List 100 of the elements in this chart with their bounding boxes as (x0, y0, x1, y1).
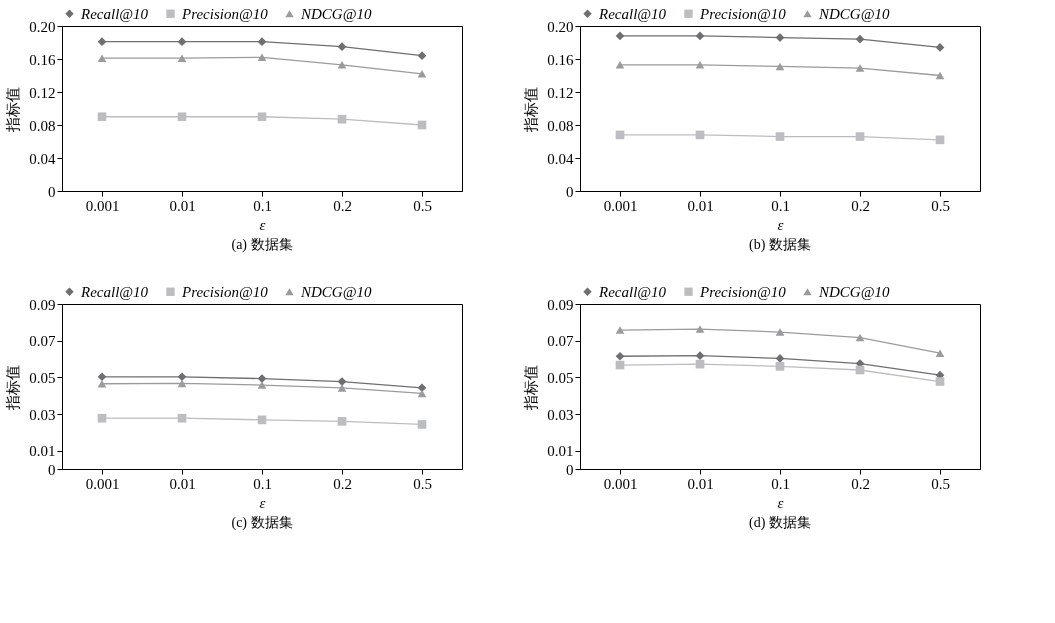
x-tick-label: 0.5 (413, 475, 432, 492)
x-tick-label: 0.01 (687, 197, 714, 214)
point (177, 379, 187, 388)
y-tick-label: 0.01 (29, 443, 56, 460)
y-axis-title: 指标值 (523, 364, 540, 411)
point (695, 61, 705, 69)
point (97, 380, 107, 388)
point (695, 351, 705, 361)
x-tick-label: 0.001 (603, 197, 638, 214)
point (935, 377, 945, 386)
y-tick-label: 0.05 (547, 369, 574, 386)
text: (c) 数据集 (231, 515, 293, 531)
y-tick-label: 0 (48, 183, 56, 200)
point (177, 54, 187, 62)
text: (a) 数据集 (231, 237, 293, 253)
x-tick-label: 0.5 (931, 197, 950, 214)
x-tick-label: 0.001 (85, 197, 120, 214)
x-tick-label: 0.001 (85, 475, 120, 492)
x-axis-title: ε (259, 494, 266, 511)
x-tick-label: 0.01 (169, 197, 196, 214)
point (615, 326, 625, 334)
y-tick-label: 0.03 (547, 406, 574, 423)
point (775, 362, 785, 371)
x-tick-label: 0.5 (413, 197, 432, 214)
x-tick-label: 0.1 (253, 197, 272, 214)
point (417, 51, 427, 61)
legend-label: Precision@10 (699, 283, 787, 300)
legend-label: Recall@10 (80, 5, 149, 22)
y-axis-title: 指标值 (523, 86, 540, 133)
text: (b) 数据集 (749, 237, 811, 253)
x-tick-label: 0.1 (253, 475, 272, 492)
point (337, 384, 347, 392)
legend-label: Precision@10 (181, 5, 269, 22)
x-tick-label: 0.2 (851, 197, 870, 214)
point (177, 413, 187, 423)
point (257, 53, 267, 62)
y-tick-label: 0.07 (547, 333, 574, 350)
y-tick-label: 0.20 (547, 18, 574, 35)
y-axis-title: 指标值 (5, 364, 22, 411)
point (935, 71, 945, 80)
x-tick-label: 0.001 (603, 475, 638, 492)
y-tick-label: 0.09 (547, 296, 574, 313)
legend-label: Precision@10 (699, 5, 787, 22)
legend-label: NDCG@10 (818, 5, 890, 22)
point (337, 417, 347, 426)
y-tick-label: 0.08 (547, 117, 574, 134)
x-axis-title: ε (777, 216, 784, 233)
y-tick-label: 0.20 (29, 18, 56, 35)
point (695, 325, 705, 333)
y-tick-label: 0.05 (29, 369, 56, 386)
point (337, 114, 347, 124)
point (97, 372, 107, 382)
point (775, 328, 785, 336)
point (337, 61, 347, 69)
point (855, 34, 865, 44)
y-tick-label: 0.08 (29, 117, 56, 134)
point (615, 61, 625, 69)
point (177, 112, 187, 122)
y-tick-label: 0.16 (547, 51, 574, 68)
y-tick-label: 0.12 (547, 84, 574, 101)
point (97, 112, 107, 122)
legend-label: Recall@10 (80, 283, 149, 300)
x-tick-label: 0.2 (851, 475, 870, 492)
text: (d) 数据集 (749, 515, 811, 531)
y-axis-title: 指标值 (5, 86, 22, 133)
point (97, 37, 107, 47)
point (775, 62, 785, 71)
legend-label: NDCG@10 (818, 283, 890, 300)
x-tick-label: 0.5 (931, 475, 950, 492)
x-tick-label: 0.01 (169, 475, 196, 492)
y-tick-label: 0 (566, 461, 574, 478)
x-tick-label: 0.2 (333, 475, 352, 492)
point (855, 333, 865, 342)
point (855, 64, 865, 72)
y-tick-label: 0.16 (29, 51, 56, 68)
y-tick-label: 0.04 (547, 150, 574, 167)
y-tick-label: 0.04 (29, 150, 56, 167)
y-tick-label: 0.03 (29, 406, 56, 423)
point (257, 37, 267, 47)
point (417, 389, 427, 398)
legend-label: Precision@10 (181, 283, 269, 300)
y-tick-label: 0.07 (29, 333, 56, 350)
legend-label: Recall@10 (598, 283, 667, 300)
x-axis-title: ε (259, 216, 266, 233)
point (177, 37, 187, 47)
point (257, 381, 267, 389)
point (97, 54, 107, 62)
x-axis-title: ε (777, 494, 784, 511)
point (177, 372, 187, 382)
x-tick-label: 0.2 (333, 197, 352, 214)
y-tick-label: 0.12 (29, 84, 56, 101)
point (615, 31, 625, 41)
point (257, 112, 267, 122)
point (417, 70, 427, 78)
y-tick-label: 0 (48, 461, 56, 478)
point (775, 132, 785, 141)
point (97, 413, 107, 423)
x-tick-label: 0.1 (771, 197, 790, 214)
legend-label: Recall@10 (598, 5, 667, 22)
y-tick-label: 0 (566, 183, 574, 200)
